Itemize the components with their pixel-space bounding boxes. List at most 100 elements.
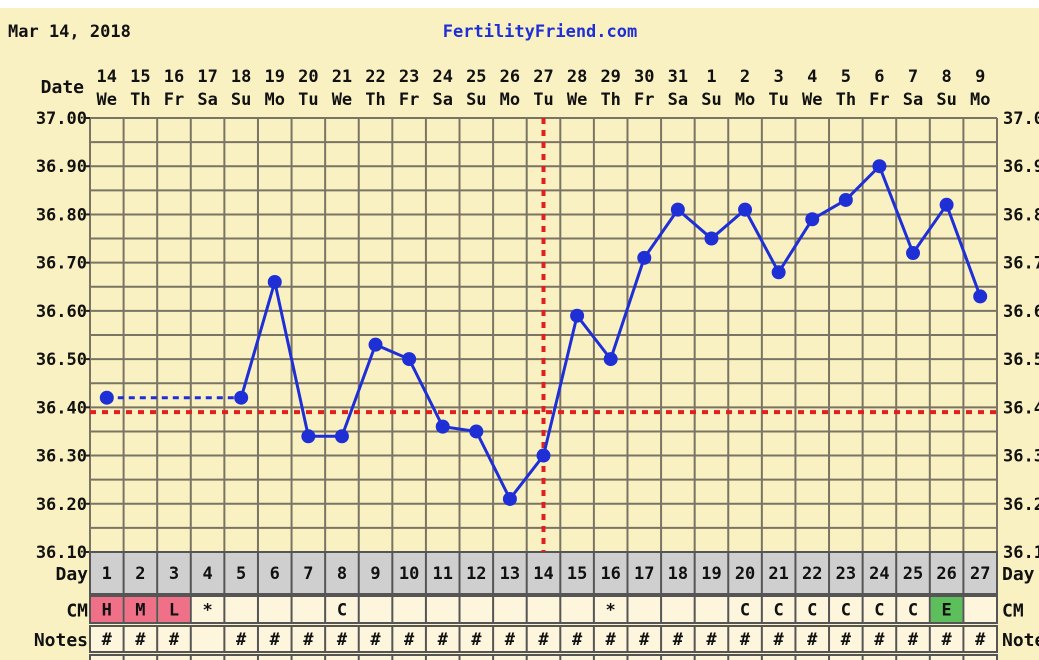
notes-cell: #: [135, 630, 146, 650]
cm-cell: C: [740, 601, 750, 621]
weekday-label: Su: [466, 90, 486, 110]
notes-cell: #: [303, 630, 314, 650]
temp-line-segment: [340, 344, 377, 437]
date-label: 24: [432, 67, 452, 87]
notes-cell: #: [572, 630, 583, 650]
y-tick-label-left: 36.20: [36, 495, 87, 515]
notes-cell: #: [673, 630, 684, 650]
date-label: 30: [634, 67, 654, 87]
temp-line-segment: [474, 430, 512, 500]
cm-row-label-left: CM: [66, 601, 88, 622]
day-cell: 9: [370, 564, 380, 584]
date-label: 18: [231, 67, 251, 87]
weekday-label: Mo: [970, 90, 990, 110]
y-tick-label-left: 36.50: [36, 350, 87, 370]
y-tick-label-left: 36.60: [36, 302, 87, 322]
cm-cell: C: [774, 601, 784, 621]
temp-point: [234, 390, 249, 405]
day-cell: 8: [337, 564, 347, 584]
notes-row-label-right: Notes: [1002, 630, 1039, 651]
weekday-label: Mo: [500, 90, 520, 110]
day-cell: 22: [802, 564, 822, 584]
notes-cell: #: [874, 630, 885, 650]
temp-point: [939, 197, 954, 212]
temp-point: [704, 231, 719, 246]
date-label: 25: [466, 67, 486, 87]
temp-point: [603, 352, 618, 367]
y-tick-label-left: 37.00: [36, 109, 87, 129]
y-tick-label-right: 36.10: [1003, 543, 1039, 563]
chart-svg: Mar 14, 2018 FertilityFriend.com 37.00 37…: [8, 22, 1039, 660]
day-cell: 13: [500, 564, 520, 584]
day-row-label-right: Day: [1002, 564, 1035, 585]
notes-cell: #: [941, 630, 952, 650]
weekday-label: Sa: [668, 90, 688, 110]
day-cell: 1: [102, 564, 112, 584]
cm-cell-highlight: [158, 597, 190, 622]
site-link[interactable]: FertilityFriend.com: [443, 22, 637, 42]
y-tick-label-left: 36.90: [36, 157, 87, 177]
day-cell: 7: [303, 564, 313, 584]
notes-cell: #: [774, 630, 785, 650]
notes-cell: #: [236, 630, 247, 650]
day-cell: 21: [768, 564, 788, 584]
notes-cell: #: [337, 630, 348, 650]
temp-point: [368, 337, 383, 352]
date-label: 26: [500, 67, 520, 87]
day-cell: 10: [399, 564, 419, 584]
day-cell: 11: [432, 564, 452, 584]
temp-point: [738, 202, 753, 217]
weekday-label: We: [567, 90, 587, 110]
temp-point: [99, 390, 114, 405]
notes-cell: #: [404, 630, 415, 650]
temp-point: [267, 274, 282, 289]
weekday-label: Fr: [634, 90, 654, 110]
date-label: 21: [332, 67, 352, 87]
date-label: 6: [874, 67, 884, 87]
date-label: 15: [130, 67, 150, 87]
date-label: 29: [600, 67, 620, 87]
y-tick-label-right: 36.40: [1003, 398, 1039, 418]
y-tick-label-left: 36.70: [36, 254, 87, 274]
temp-point: [872, 159, 887, 174]
temp-line-segment: [844, 165, 881, 202]
temp-point: [402, 352, 417, 367]
day-cell: 2: [135, 564, 145, 584]
date-label: 8: [941, 67, 951, 87]
day-cell: 19: [701, 564, 721, 584]
day-cell: 25: [903, 564, 923, 584]
day-cell: 18: [668, 564, 688, 584]
temp-point: [670, 202, 685, 217]
weekday-label: Su: [936, 90, 956, 110]
temp-point: [502, 491, 517, 506]
weekday-label: Fr: [399, 90, 419, 110]
weekday-label: Th: [600, 90, 620, 110]
y-tick-label-right: 36.70: [1003, 254, 1039, 274]
date-label: 28: [567, 67, 587, 87]
cm-cell: *: [606, 601, 616, 621]
temp-line-segment: [710, 208, 747, 240]
temp-line-segment: [911, 203, 948, 254]
notes-cell: #: [706, 630, 717, 650]
day-cell: 15: [567, 564, 587, 584]
temp-line-segment: [508, 454, 545, 500]
notes-cell: #: [606, 630, 617, 650]
date-label: 17: [197, 67, 217, 87]
weekday-label: Th: [365, 90, 385, 110]
temp-line-segment: [676, 208, 713, 240]
day-cell: 16: [600, 564, 620, 584]
notes-cell: #: [471, 630, 482, 650]
day-cell: 23: [836, 564, 856, 584]
temp-line-segment: [273, 281, 310, 437]
day-cell: 3: [169, 564, 179, 584]
weekday-label: Fr: [869, 90, 889, 110]
temp-line-segment: [239, 281, 277, 399]
date-label: 31: [668, 67, 688, 87]
date-label: 27: [533, 67, 553, 87]
temp-line-segment: [575, 314, 612, 361]
temp-point: [973, 289, 988, 304]
notes-cell: #: [370, 630, 381, 650]
temp-line-segment: [777, 218, 814, 274]
temp-point: [771, 265, 786, 280]
date-label: 4: [807, 67, 817, 87]
